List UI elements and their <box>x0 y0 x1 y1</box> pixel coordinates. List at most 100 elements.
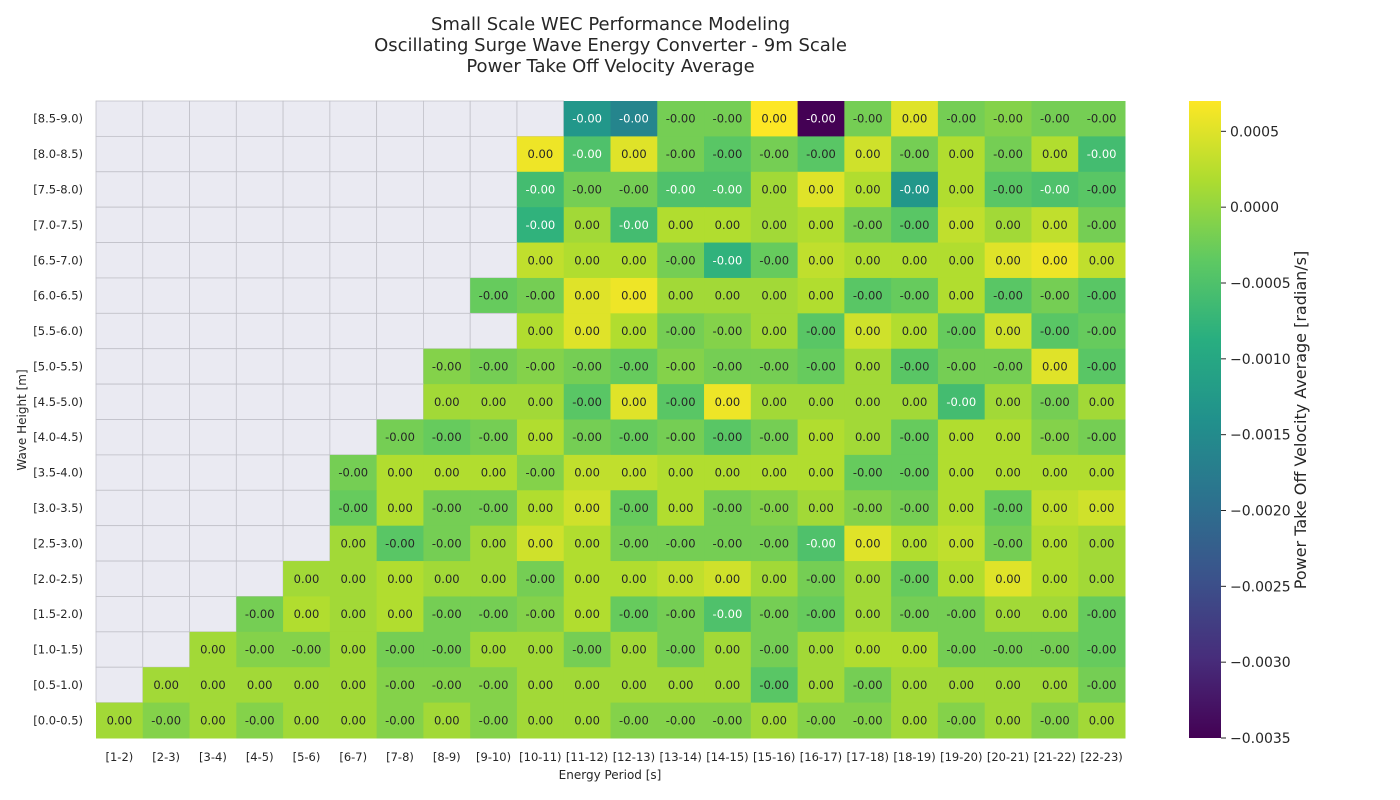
heatmap-cell <box>704 313 752 350</box>
heatmap-cell <box>470 277 518 314</box>
heatmap-cell-empty <box>95 383 144 420</box>
cell-value-label: -0.00 <box>666 147 696 161</box>
heatmap-cell <box>797 419 845 456</box>
heatmap-cell-empty <box>376 242 424 279</box>
heatmap-cell <box>516 242 565 279</box>
heatmap-cell <box>704 525 752 562</box>
heatmap-cell <box>891 242 939 279</box>
heatmap-cell-empty <box>142 383 190 420</box>
heatmap-cell-empty <box>142 596 190 633</box>
y-tick-label: [7.0-7.5) <box>33 218 83 232</box>
cell-value-label: 0.00 <box>1089 501 1115 515</box>
heatmap-cell <box>610 702 658 739</box>
heatmap-cell <box>1078 242 1126 279</box>
cell-value-label: 0.00 <box>948 182 974 196</box>
cell-value-label: 0.00 <box>855 643 881 657</box>
cell-value-label: 0.00 <box>1042 466 1068 480</box>
heatmap-cell <box>797 348 845 385</box>
heatmap-cell <box>610 348 658 385</box>
x-tick-label: [13-14) <box>659 750 701 764</box>
cell-value-label: 0.00 <box>902 324 928 338</box>
heatmap-cell <box>516 631 565 668</box>
heatmap-cell-empty <box>282 100 331 137</box>
heatmap-cell <box>984 631 1032 668</box>
heatmap-cell <box>516 702 565 739</box>
heatmap-cell-empty <box>376 277 424 314</box>
heatmap-cell <box>750 277 799 314</box>
cell-value-label: -0.00 <box>479 289 509 303</box>
cell-value-label: -0.00 <box>900 147 930 161</box>
cell-value-label: 0.00 <box>340 536 366 550</box>
heatmap-cell <box>329 702 378 739</box>
heatmap-cell <box>937 207 986 244</box>
heatmap-cell <box>937 136 986 173</box>
cell-value-label: 0.00 <box>294 713 320 727</box>
heatmap-cell-empty <box>235 560 284 597</box>
cell-value-label: 0.00 <box>948 253 974 267</box>
cell-value-label: -0.00 <box>525 572 555 586</box>
cell-value-label: -0.00 <box>900 430 930 444</box>
heatmap-cell <box>657 454 705 491</box>
cell-value-label: -0.00 <box>245 643 275 657</box>
heatmap-cell <box>563 136 611 173</box>
cell-value-label: -0.00 <box>1087 607 1117 621</box>
cell-value-label: 0.00 <box>574 713 600 727</box>
cell-value-label: 0.00 <box>574 501 600 515</box>
heatmap-cell <box>937 171 986 208</box>
heatmap-cell-empty <box>95 596 144 633</box>
heatmap-cell-empty <box>282 525 331 562</box>
heatmap-cell <box>844 490 892 527</box>
heatmap-cell <box>563 525 611 562</box>
colorbar-tick-label: −0.0035 <box>1230 731 1291 747</box>
cell-value-label: 0.00 <box>621 466 647 480</box>
cell-value-label: -0.00 <box>432 607 462 621</box>
cell-value-label: 0.00 <box>107 713 133 727</box>
heatmap-cell-empty <box>142 135 190 173</box>
heatmap-cell <box>329 561 378 597</box>
heatmap-cell-empty <box>189 596 237 633</box>
colorbar-ticks: 0.0005 0.0000 −0.0005 −0.0010 −0.0015 −0.0020… <box>1221 124 1291 747</box>
cell-value-label: -0.00 <box>1040 182 1070 196</box>
cell-value-label: -0.00 <box>853 713 883 727</box>
heatmap-cell <box>797 101 845 137</box>
cell-value-label: 0.00 <box>948 536 974 550</box>
heatmap-cell <box>516 384 565 420</box>
heatmap-cell <box>516 207 565 244</box>
x-tick-label: [5-6) <box>293 750 321 764</box>
cell-value-label: 0.00 <box>1089 466 1115 480</box>
heatmap-cell-empty <box>142 560 190 597</box>
cell-value-label: 0.00 <box>387 501 413 515</box>
cell-value-label: 0.00 <box>1042 501 1068 515</box>
heatmap-cell-empty <box>423 206 471 243</box>
heatmap-cell-empty <box>282 242 331 279</box>
heatmap-cell-empty <box>95 277 144 314</box>
heatmap-cell <box>891 136 939 173</box>
cell-value-label: -0.00 <box>525 466 555 480</box>
heatmap-cell <box>1031 454 1079 491</box>
heatmap-cell <box>1078 384 1126 420</box>
y-tick-label: [8.0-8.5) <box>33 147 83 161</box>
cell-value-label: -0.00 <box>759 430 789 444</box>
heatmap-cell <box>750 384 799 420</box>
x-tick-label: [4-5) <box>246 750 274 764</box>
heatmap-cell-empty <box>142 454 190 491</box>
cell-value-label: 0.00 <box>621 395 647 409</box>
heatmap-cell <box>376 419 424 456</box>
cell-value-label: 0.00 <box>808 430 834 444</box>
cell-value-label: -0.00 <box>900 501 930 515</box>
heatmap-cell-empty <box>329 312 378 350</box>
x-tick-label: [11-12) <box>566 750 608 764</box>
heatmap-cell <box>610 171 658 208</box>
cell-value-label: 0.00 <box>574 607 600 621</box>
heatmap-cell <box>891 631 939 668</box>
cell-value-label: 0.00 <box>574 218 600 232</box>
cell-value-label: -0.00 <box>572 395 602 409</box>
heatmap-cell <box>1031 207 1079 244</box>
heatmap-cell <box>563 313 611 350</box>
heatmap-cell-empty <box>189 171 237 208</box>
heatmap-cell <box>844 454 892 491</box>
cell-value-label: -0.00 <box>1087 678 1117 692</box>
heatmap-cell <box>283 702 331 739</box>
cell-value-label: 0.00 <box>761 289 787 303</box>
heatmap-cell <box>984 490 1032 527</box>
